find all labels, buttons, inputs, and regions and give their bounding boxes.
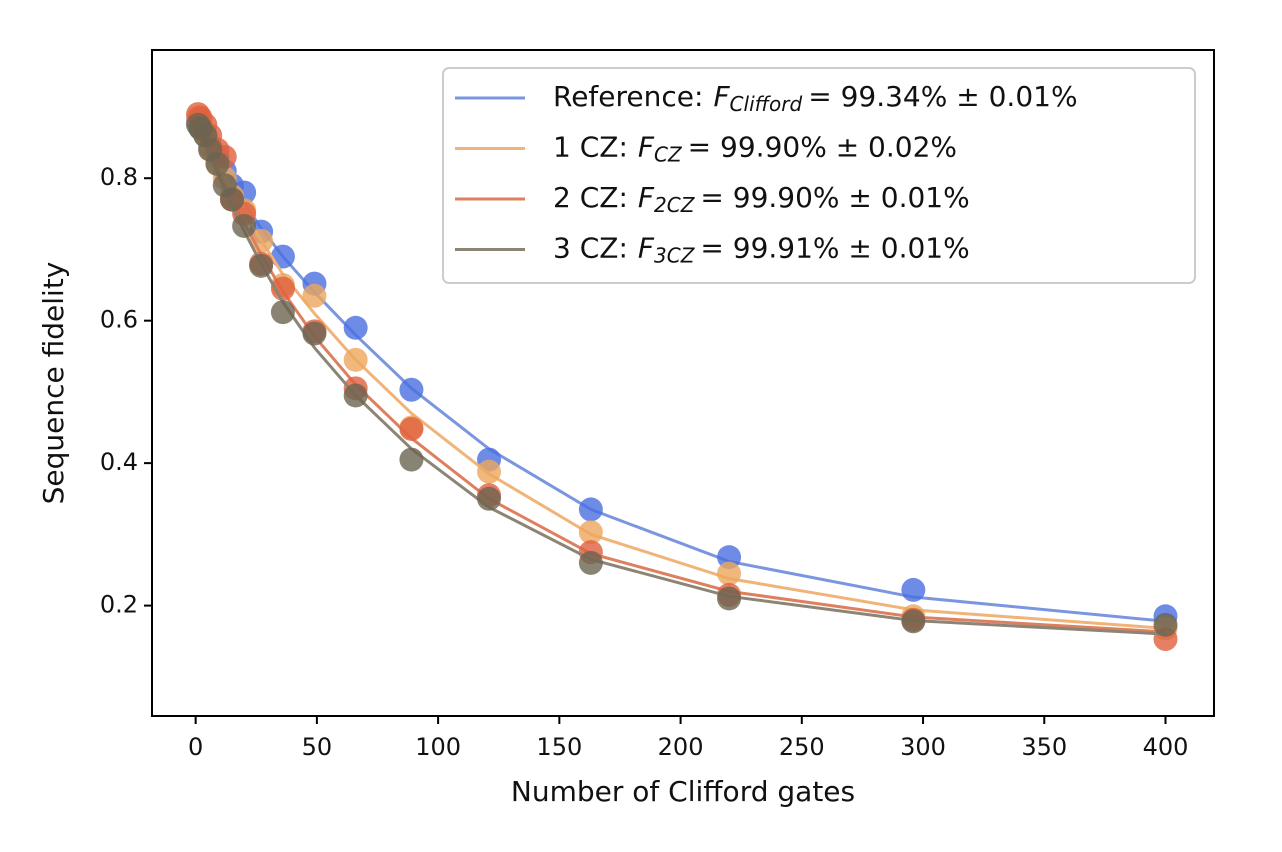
y-axis-label: Sequence fidelity bbox=[37, 262, 70, 505]
x-tick-label: 50 bbox=[302, 733, 333, 761]
legend: Reference: FClifford = 99.34% ± 0.01%1 CZ:… bbox=[455, 80, 1078, 267]
mean-marker bbox=[249, 253, 274, 278]
legend-subscript: 3CZ bbox=[654, 243, 696, 267]
mean-marker bbox=[717, 561, 742, 586]
mean-marker bbox=[901, 577, 926, 602]
legend-subscript: CZ bbox=[654, 142, 683, 166]
mean-marker bbox=[302, 321, 327, 346]
mean-marker bbox=[270, 276, 295, 301]
x-tick-label: 100 bbox=[415, 733, 461, 761]
legend-symbol: F bbox=[638, 131, 655, 164]
legend-subscript: 2CZ bbox=[654, 193, 696, 217]
legend-name: 2 CZ: bbox=[553, 181, 628, 214]
legend-fidelity: = 99.90% ± 0.02% bbox=[688, 131, 957, 164]
x-tick-label: 300 bbox=[900, 733, 946, 761]
legend-fidelity: = 99.90% ± 0.01% bbox=[700, 181, 969, 214]
mean-marker bbox=[578, 550, 603, 575]
mean-marker bbox=[232, 213, 257, 238]
legend-subscript: Clifford bbox=[730, 92, 803, 116]
legend-symbol: F bbox=[638, 181, 655, 214]
legend-symbol: F bbox=[713, 80, 730, 113]
legend-label: 3 CZ: F3CZ = 99.91% ± 0.01% bbox=[553, 232, 970, 268]
mean-marker bbox=[477, 486, 502, 511]
x-tick-label: 150 bbox=[536, 733, 582, 761]
mean-marker bbox=[343, 383, 368, 408]
x-tick-label: 200 bbox=[658, 733, 704, 761]
mean-marker bbox=[578, 497, 603, 522]
mean-marker bbox=[578, 520, 603, 545]
legend-box bbox=[442, 67, 1196, 284]
mean-marker bbox=[205, 151, 230, 176]
mean-marker bbox=[343, 347, 368, 372]
mean-marker bbox=[399, 416, 424, 441]
mean-marker bbox=[302, 283, 327, 308]
mean-marker bbox=[249, 228, 274, 253]
legend-symbol: F bbox=[638, 232, 655, 265]
legend-fidelity: = 99.34% ± 0.01% bbox=[808, 80, 1077, 113]
mean-marker bbox=[717, 586, 742, 611]
x-axis-label: Number of Clifford gates bbox=[511, 775, 855, 808]
legend-label: Reference: FClifford = 99.34% ± 0.01% bbox=[553, 80, 1078, 116]
legend-name: Reference: bbox=[553, 80, 703, 113]
mean-marker bbox=[220, 187, 245, 212]
legend-name: 1 CZ: bbox=[553, 131, 628, 164]
mean-marker bbox=[270, 300, 295, 325]
y-tick-label: 0.8 bbox=[100, 163, 138, 191]
legend-name: 3 CZ: bbox=[553, 232, 628, 265]
y-tick-label: 0.4 bbox=[100, 448, 138, 476]
mean-marker bbox=[399, 447, 424, 472]
x-tick-label: 400 bbox=[1143, 733, 1189, 761]
legend-label: 1 CZ: FCZ = 99.90% ± 0.02% bbox=[553, 131, 957, 167]
y-tick-label: 0.2 bbox=[100, 591, 138, 619]
legend-label: 2 CZ: F2CZ = 99.90% ± 0.01% bbox=[553, 181, 970, 217]
mean-marker bbox=[477, 459, 502, 484]
mean-marker bbox=[1153, 612, 1178, 637]
mean-marker bbox=[270, 244, 295, 269]
mean-marker bbox=[343, 315, 368, 340]
axes-frame bbox=[151, 49, 1215, 717]
mean-marker bbox=[901, 609, 926, 634]
x-tick-label: 0 bbox=[188, 733, 203, 761]
mean-marker bbox=[399, 377, 424, 402]
x-tick-label: 350 bbox=[1021, 733, 1067, 761]
plot-area bbox=[186, 102, 1178, 652]
legend-fidelity: = 99.91% ± 0.01% bbox=[700, 232, 969, 265]
x-tick-label: 250 bbox=[779, 733, 825, 761]
y-tick-label: 0.6 bbox=[100, 306, 138, 334]
